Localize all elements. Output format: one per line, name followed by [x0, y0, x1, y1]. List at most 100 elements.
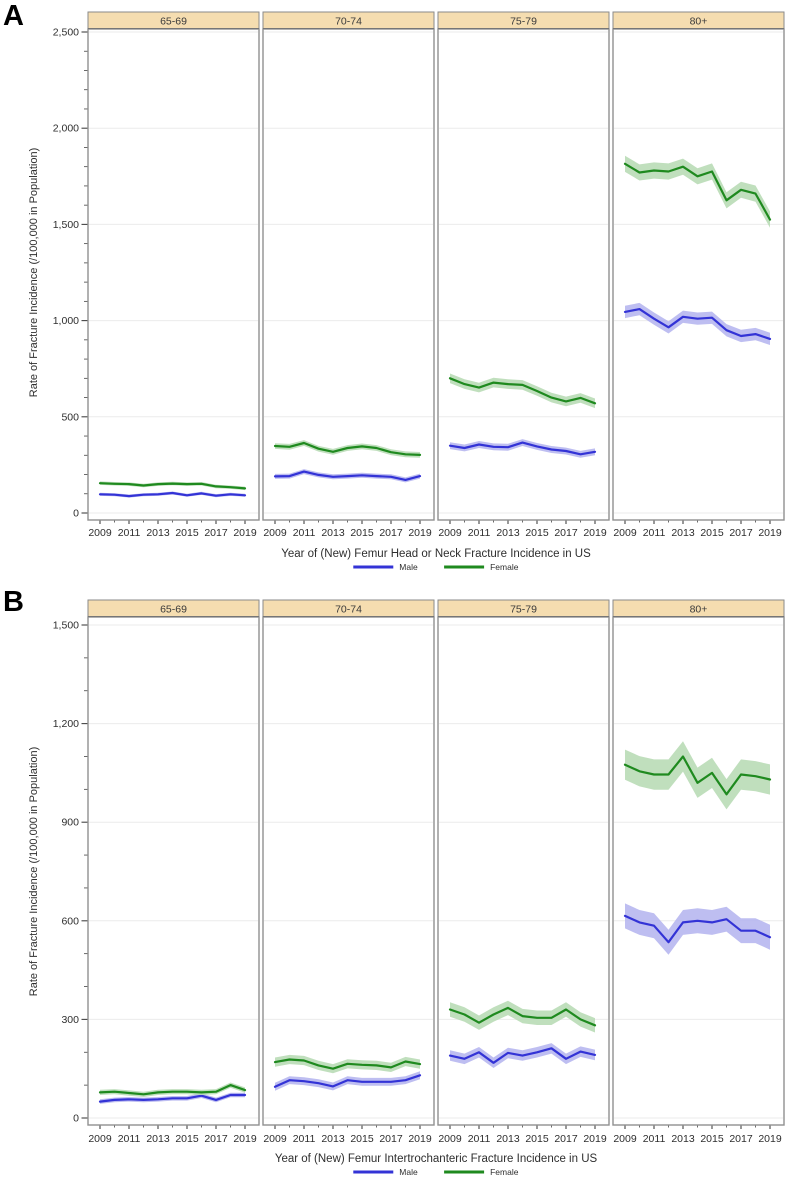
x-tick-label: 2017 [729, 527, 753, 539]
panel-b: Rate of Fracture Incidence (/100,000 in … [28, 599, 785, 1177]
facet-header-label: 80+ [690, 604, 708, 616]
y-axis-title: Rate of Fracture Incidence (/100,000 in … [28, 148, 40, 397]
x-axis: 2009 2011 2013 2015 2017 2019 [613, 520, 782, 539]
legend: Male Female [353, 562, 519, 572]
x-tick-label: 2015 [525, 1133, 549, 1145]
facet-header-label: 65-69 [160, 604, 187, 616]
x-tick-label: 2013 [321, 527, 345, 539]
panel-a: Rate of Fracture Incidence (/100,000 in … [28, 11, 785, 572]
panel-b-label: B [3, 586, 24, 618]
facet-header-label: 65-69 [160, 16, 187, 28]
x-tick-label: 2011 [643, 527, 666, 539]
line-female [448, 1006, 597, 1027]
line-female [98, 1083, 247, 1096]
facet-header-label: 75-79 [510, 16, 537, 28]
x-tick-label: 2019 [233, 1133, 257, 1145]
x-tick-label: 2019 [408, 527, 432, 539]
legend-label-male: Male [399, 562, 418, 572]
plot-area-border [612, 28, 785, 521]
y-tick-label: 500 [61, 411, 79, 423]
band-female [100, 481, 245, 491]
y-tick-label: 1,500 [53, 219, 79, 231]
facet-80+: 80+ 2009 2011 2013 2015 2017 2019 [612, 11, 785, 539]
facet-75-79: 75-79 2009 2011 2013 2015 2017 2019 [437, 11, 610, 539]
y-tick-label: 1,200 [53, 718, 79, 730]
y-tick-label: 0 [73, 508, 79, 520]
x-tick-label: 2011 [643, 1133, 666, 1145]
x-tick-label: 2009 [88, 1133, 112, 1145]
line-male [273, 1074, 422, 1088]
x-axis: 2009 2011 2013 2015 2017 2019 [613, 1125, 782, 1145]
band-female [625, 741, 770, 810]
plot-area-border [437, 616, 610, 1126]
x-tick-label: 2011 [293, 1133, 316, 1145]
line-female [98, 482, 247, 490]
x-axis-title: Year of (New) Femur Head or Neck Fractur… [281, 548, 591, 560]
plot-area-border [262, 616, 435, 1126]
facet-header-label: 70-74 [335, 16, 362, 28]
line-female [623, 162, 772, 221]
y-tick-label: 2,000 [53, 123, 79, 135]
x-axis: 2009 2011 2013 2015 2017 2019 [88, 520, 257, 539]
x-tick-label: 2009 [263, 1133, 287, 1145]
x-tick-label: 2013 [496, 1133, 520, 1145]
line-male [98, 491, 247, 498]
band-male [625, 903, 770, 955]
x-tick-label: 2009 [263, 527, 287, 539]
y-tick-label: 600 [61, 915, 79, 927]
x-axis: 2009 2011 2013 2015 2017 2019 [438, 520, 607, 539]
x-tick-label: 2013 [321, 1133, 345, 1145]
x-tick-label: 2015 [175, 1133, 199, 1145]
facet-header-label: 80+ [690, 16, 708, 28]
x-tick-label: 2011 [118, 1133, 141, 1145]
y-tick-label: 300 [61, 1014, 79, 1026]
y-axis: 0 300 600 900 1,200 1,500 [53, 620, 88, 1125]
legend-label-female: Female [490, 562, 519, 572]
y-tick-label: 2,500 [53, 27, 79, 39]
x-tick-label: 2015 [350, 1133, 374, 1145]
x-tick-label: 2009 [613, 527, 637, 539]
facet-65-69: 65-69 2009 2011 2013 2015 2017 2019 [87, 599, 260, 1145]
x-tick-label: 2011 [293, 527, 316, 539]
x-tick-label: 2013 [671, 1133, 695, 1145]
x-tick-label: 2013 [671, 527, 695, 539]
y-tick-label: 0 [73, 1113, 79, 1125]
x-tick-label: 2017 [554, 1133, 578, 1145]
line-female [273, 441, 422, 456]
legend-label-male: Male [399, 1167, 418, 1177]
facet-80+: 80+ 2009 2011 2013 2015 2017 2019 [612, 599, 785, 1145]
x-tick-label: 2019 [758, 527, 782, 539]
x-tick-label: 2017 [204, 1133, 228, 1145]
x-tick-label: 2009 [438, 527, 462, 539]
x-axis-title: Year of (New) Femur Intertrochanteric Fr… [275, 1153, 598, 1165]
line-female [448, 377, 597, 405]
line-male [98, 1093, 247, 1103]
x-tick-label: 2017 [729, 1133, 753, 1145]
facet-70-74: 70-74 2009 2011 2013 2015 2017 2019 [262, 599, 435, 1145]
x-tick-label: 2017 [379, 1133, 403, 1145]
x-tick-label: 2017 [379, 527, 403, 539]
facet-65-69: 65-69 2009 2011 2013 2015 2017 2019 [87, 11, 260, 539]
x-tick-label: 2019 [583, 1133, 607, 1145]
y-tick-label: 1,000 [53, 315, 79, 327]
line-female [623, 755, 772, 796]
x-tick-label: 2013 [146, 527, 170, 539]
y-tick-label: 900 [61, 817, 79, 829]
x-tick-label: 2009 [88, 527, 112, 539]
x-tick-label: 2019 [408, 1133, 432, 1145]
plot-area-border [87, 616, 260, 1126]
x-axis: 2009 2011 2013 2015 2017 2019 [438, 1125, 607, 1145]
y-axis-title: Rate of Fracture Incidence (/100,000 in … [28, 747, 40, 996]
plot-area-border [437, 28, 610, 521]
x-tick-label: 2011 [468, 1133, 491, 1145]
x-tick-label: 2011 [118, 527, 141, 539]
panel-a-label: A [3, 0, 24, 32]
line-male [273, 470, 422, 481]
facet-75-79: 75-79 2009 2011 2013 2015 2017 2019 [437, 599, 610, 1145]
x-tick-label: 2017 [554, 527, 578, 539]
x-axis: 2009 2011 2013 2015 2017 2019 [88, 1125, 257, 1145]
plot-area-border [87, 28, 260, 521]
x-tick-label: 2009 [438, 1133, 462, 1145]
